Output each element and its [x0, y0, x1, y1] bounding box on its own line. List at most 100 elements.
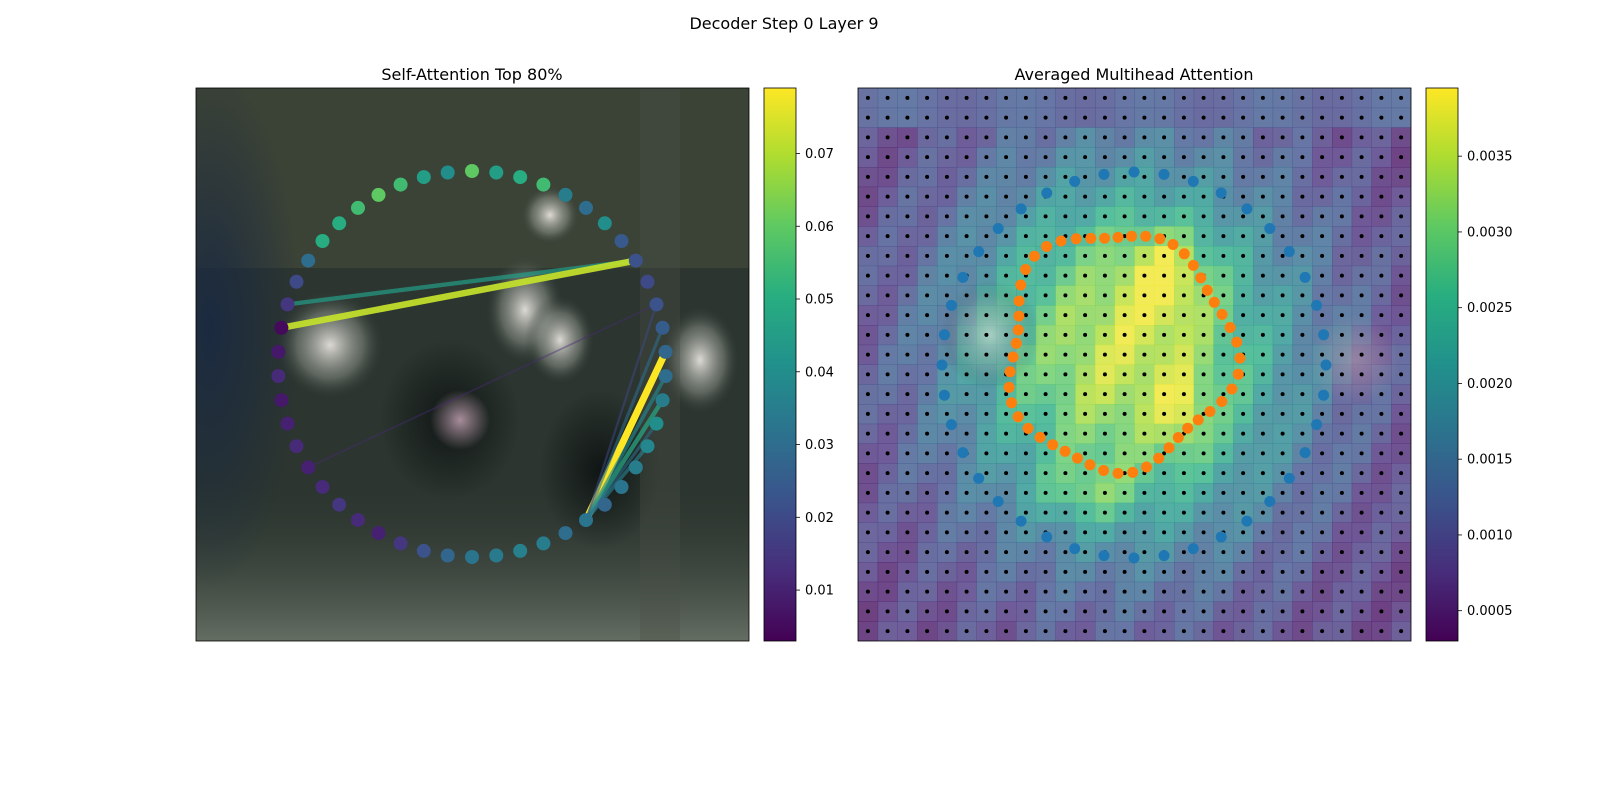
grid-dot [1083, 155, 1088, 160]
grid-dot [1241, 510, 1246, 515]
grid-dot [905, 490, 910, 495]
grid-dot [1399, 392, 1404, 397]
grid-dot [1280, 609, 1285, 614]
grid-dot [1102, 510, 1107, 515]
grid-dot [1023, 135, 1028, 140]
attention-node [655, 320, 670, 335]
colorbar-tick-label: 0.0020 [1467, 377, 1513, 392]
grid-dot [944, 372, 949, 377]
grid-dot [1122, 392, 1127, 397]
sampled-point [1010, 337, 1022, 349]
grid-dot [1004, 411, 1009, 416]
grid-dot [984, 510, 989, 515]
grid-dot [1063, 629, 1068, 634]
grid-dot [964, 431, 969, 436]
grid-dot [1359, 293, 1364, 298]
grid-dot [1280, 392, 1285, 397]
attention-node [271, 344, 286, 359]
grid-dot [1122, 589, 1127, 594]
grid-dot [1320, 214, 1325, 219]
grid-dot [1004, 174, 1009, 179]
grid-dot [1043, 95, 1048, 100]
reference-points [936, 166, 1332, 564]
grid-dot [1142, 174, 1147, 179]
grid-dot [1280, 135, 1285, 140]
grid-dot [865, 95, 870, 100]
grid-dot [1260, 372, 1265, 377]
grid-dot [1122, 352, 1127, 357]
grid-dot [1023, 550, 1028, 555]
sampled-point [1154, 233, 1166, 245]
reference-point [1069, 543, 1081, 555]
grid-dot [1379, 471, 1384, 476]
grid-dot [925, 411, 930, 416]
grid-dot [905, 589, 910, 594]
grid-dot [925, 372, 930, 377]
grid-dot [865, 194, 870, 199]
grid-dot [1300, 609, 1305, 614]
grid-dot [1201, 115, 1206, 120]
grid-dot [1339, 451, 1344, 456]
attention-node [628, 253, 643, 268]
sampled-point [1204, 406, 1216, 417]
grid-dot [1043, 629, 1048, 634]
reference-point [1158, 550, 1170, 562]
reference-point [1015, 203, 1027, 215]
grid-dot [1063, 194, 1068, 199]
grid-dot [1359, 589, 1364, 594]
grid-dot [1122, 332, 1127, 337]
grid-dot [1359, 372, 1364, 377]
reference-point [1015, 515, 1027, 527]
grid-dot [944, 135, 949, 140]
grid-dot [1260, 510, 1265, 515]
grid-dot [1083, 609, 1088, 614]
grid-dot [1339, 510, 1344, 515]
grid-dot [1004, 293, 1009, 298]
attention-node [465, 550, 479, 564]
grid-dot [1339, 253, 1344, 258]
grid-dot [1201, 550, 1206, 555]
grid-dot [1260, 431, 1265, 436]
grid-dot [984, 589, 989, 594]
grid-dot [1083, 411, 1088, 416]
grid-dot [944, 253, 949, 258]
grid-dot [1201, 95, 1206, 100]
grid-dot [865, 510, 870, 515]
right-panel-heatmap [858, 88, 1411, 641]
grid-dot [1122, 490, 1127, 495]
grid-dot [1043, 471, 1048, 476]
grid-dot [1102, 352, 1107, 357]
grid-dot [1023, 392, 1028, 397]
sampled-point [1201, 284, 1213, 296]
grid-dot [944, 431, 949, 436]
grid-dot [1339, 293, 1344, 298]
reference-point [938, 329, 950, 341]
attention-edges [278, 257, 670, 524]
grid-dot [1379, 155, 1384, 160]
grid-dot [865, 174, 870, 179]
grid-dot [1221, 115, 1226, 120]
grid-dot [1300, 490, 1305, 495]
reference-point [1318, 329, 1330, 341]
grid-dot [1083, 392, 1088, 397]
grid-dot [1004, 510, 1009, 515]
grid-dot [944, 589, 949, 594]
grid-dot [1004, 392, 1009, 397]
grid-dot [1162, 372, 1167, 377]
grid-dot [925, 174, 930, 179]
grid-dot [1300, 431, 1305, 436]
grid-dot [1221, 392, 1226, 397]
attention-node [558, 526, 573, 541]
grid-dot [1122, 95, 1127, 100]
grid-dot [1142, 609, 1147, 614]
grid-dot [1043, 352, 1048, 357]
grid-dot [865, 411, 870, 416]
grid-dot [1359, 174, 1364, 179]
grid-dot [1083, 332, 1088, 337]
grid-dot [1023, 451, 1028, 456]
grid-dot [1142, 411, 1147, 416]
grid-dot [1043, 609, 1048, 614]
reference-point [1311, 419, 1323, 431]
grid-dot [1181, 234, 1186, 239]
grid-dot [1142, 352, 1147, 357]
